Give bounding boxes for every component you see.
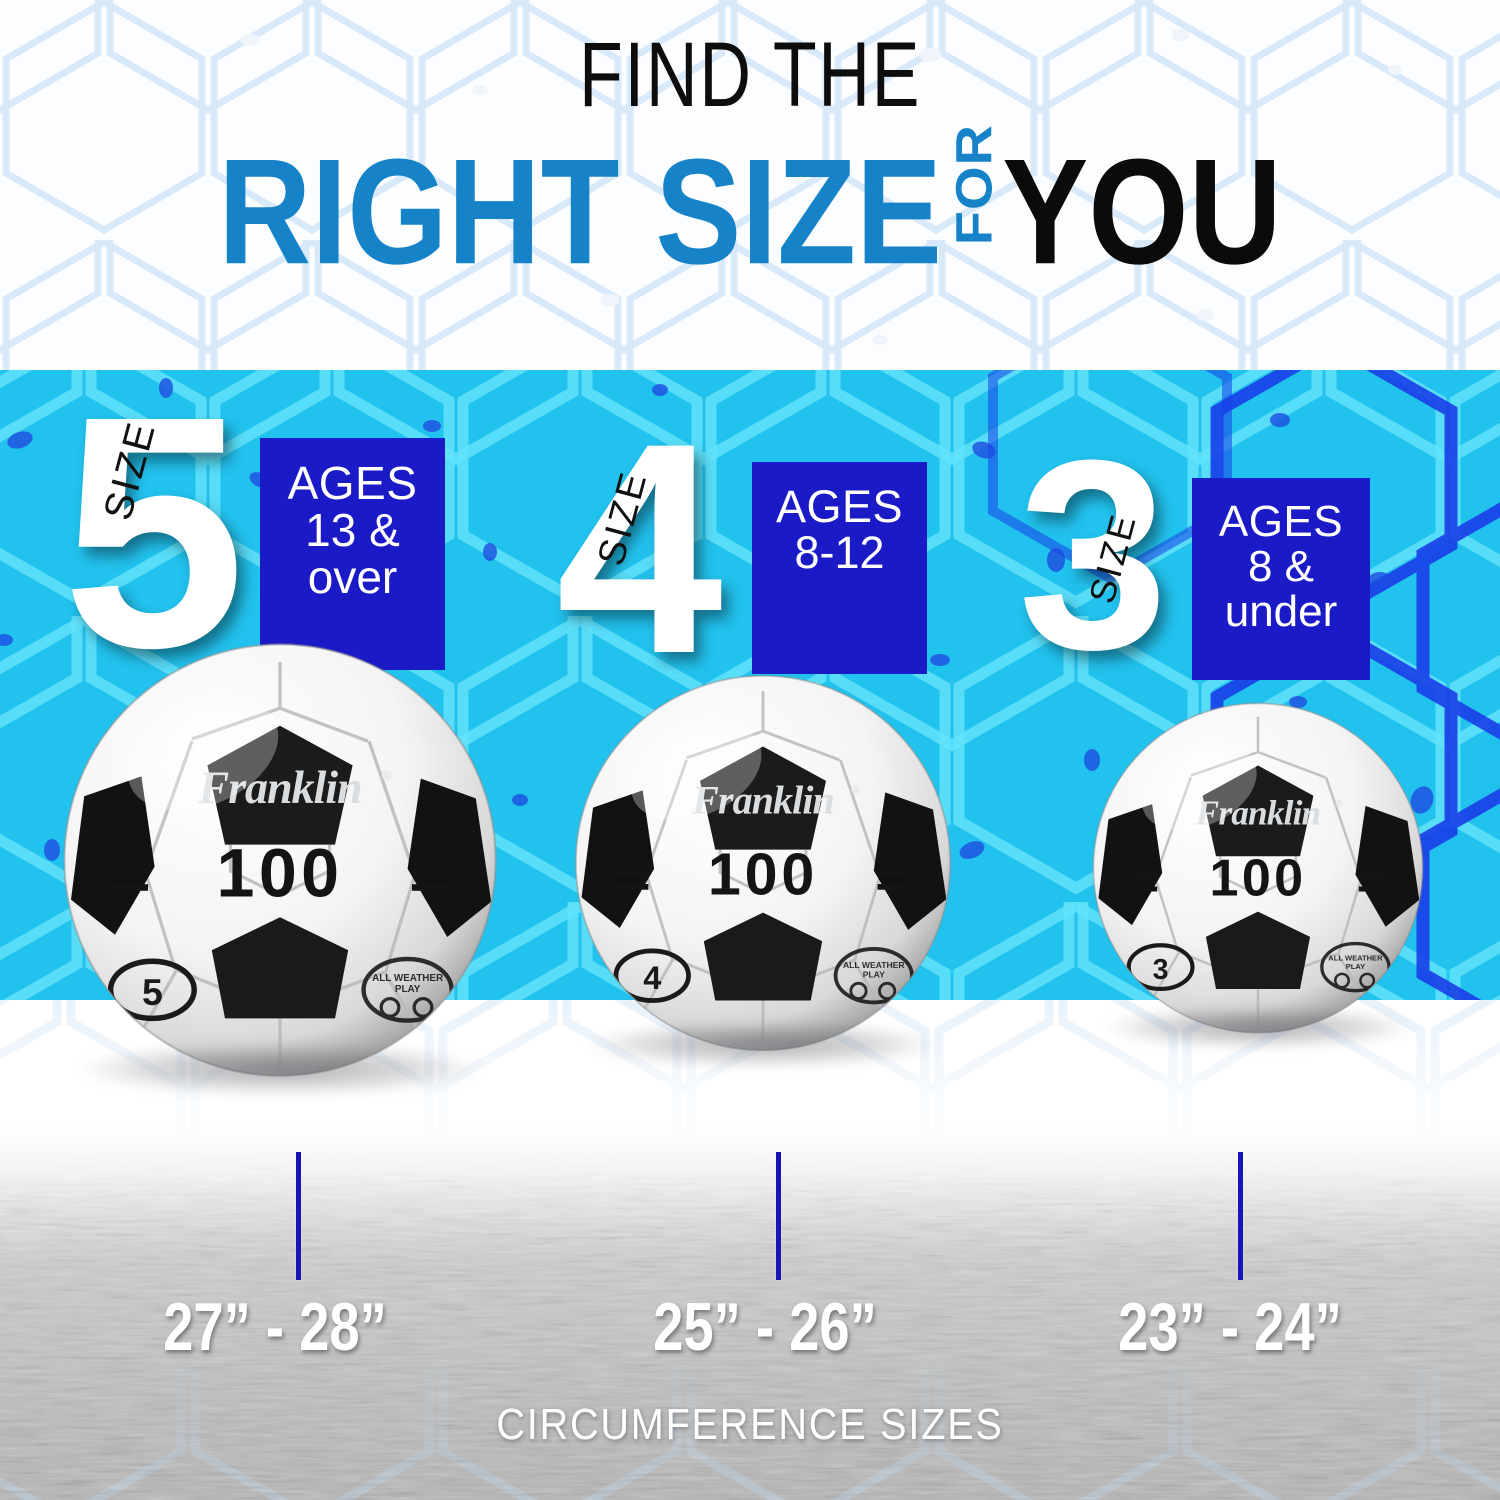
age-box-5-range-line1: 13 & bbox=[305, 503, 400, 556]
circumference-caption: CIRCUMFERENCE SIZES bbox=[496, 1400, 1004, 1449]
svg-text:5: 5 bbox=[142, 971, 163, 1013]
header-text-block: FIND THE RIGHT SIZEFORYOU bbox=[0, 24, 1500, 286]
size-number-5: 5 bbox=[62, 347, 246, 716]
svg-text:ALL WEATHER: ALL WEATHER bbox=[372, 973, 443, 984]
divider-tick-2 bbox=[776, 1152, 781, 1280]
svg-text:3: 3 bbox=[1153, 954, 1169, 986]
age-box-3: AGES 8 & under bbox=[1192, 478, 1370, 680]
ball-shadow-4 bbox=[587, 1021, 939, 1068]
svg-text:®: ® bbox=[1335, 799, 1343, 811]
ball-shadow-3 bbox=[1103, 1007, 1413, 1048]
svg-text:Franklin: Franklin bbox=[197, 762, 361, 813]
svg-text:100: 100 bbox=[1210, 850, 1307, 908]
header-band: FIND THE RIGHT SIZEFORYOU bbox=[0, 0, 1500, 372]
header-hex-pattern bbox=[0, 0, 1500, 372]
ball-shadow-5 bbox=[77, 1042, 483, 1096]
age-box-3-label: AGES bbox=[1218, 497, 1344, 546]
soccer-ball-size-4: Franklin ® 100 4 ALL WEATHER PLAY bbox=[572, 672, 954, 1068]
age-box-5-range-line2: over bbox=[307, 550, 398, 603]
svg-text:PLAY: PLAY bbox=[863, 970, 885, 980]
svg-text:PLAY: PLAY bbox=[1346, 962, 1365, 971]
svg-text:Franklin: Franklin bbox=[1195, 793, 1321, 832]
svg-text:100: 100 bbox=[217, 835, 344, 911]
headline-you: YOU bbox=[1002, 127, 1282, 296]
svg-text:Franklin: Franklin bbox=[691, 777, 834, 822]
headline-line-2: RIGHT SIZEFORYOU bbox=[105, 124, 1395, 286]
age-box-4-range-line1: 8-12 bbox=[794, 526, 885, 578]
svg-text:®: ® bbox=[851, 783, 860, 797]
soccer-ball-size-3: Franklin ® 100 3 ALL WEATHER PLAY bbox=[1090, 700, 1426, 1048]
circumference-label-4: 25” - 26” bbox=[653, 1289, 877, 1365]
age-box-4: AGES 8-12 bbox=[752, 462, 927, 674]
age-box-5: AGES 13 & over bbox=[260, 438, 445, 670]
svg-text:ALL WEATHER: ALL WEATHER bbox=[843, 960, 905, 970]
svg-text:ALL WEATHER: ALL WEATHER bbox=[1328, 953, 1383, 962]
svg-text:4: 4 bbox=[643, 960, 661, 996]
divider-tick-1 bbox=[296, 1152, 301, 1280]
circumference-label-5: 27” - 28” bbox=[163, 1289, 387, 1365]
headline-for: FOR bbox=[945, 124, 1003, 246]
divider-tick-3 bbox=[1238, 1152, 1243, 1280]
svg-text:®: ® bbox=[381, 769, 392, 785]
headline-line-1: FIND THE bbox=[578, 24, 922, 126]
grass-texture bbox=[0, 1150, 1500, 1500]
size-number-4: 4 bbox=[556, 380, 723, 716]
svg-text:100: 100 bbox=[708, 841, 818, 908]
headline-right-size: RIGHT SIZE bbox=[218, 127, 943, 296]
age-box-4-label: AGES bbox=[775, 481, 904, 532]
svg-text:PLAY: PLAY bbox=[395, 984, 421, 995]
circumference-label-3: 23” - 24” bbox=[1118, 1289, 1342, 1365]
ground-band bbox=[0, 1000, 1500, 1500]
age-box-3-range-line2: under bbox=[1224, 586, 1338, 636]
age-box-5-label: AGES bbox=[287, 457, 418, 509]
age-box-3-range-line1: 8 & bbox=[1247, 541, 1315, 591]
soccer-ball-size-5: Franklin ® 100 5 ALL WEATHER PLAY bbox=[60, 640, 500, 1096]
size-number-3: 3 bbox=[1018, 405, 1169, 706]
